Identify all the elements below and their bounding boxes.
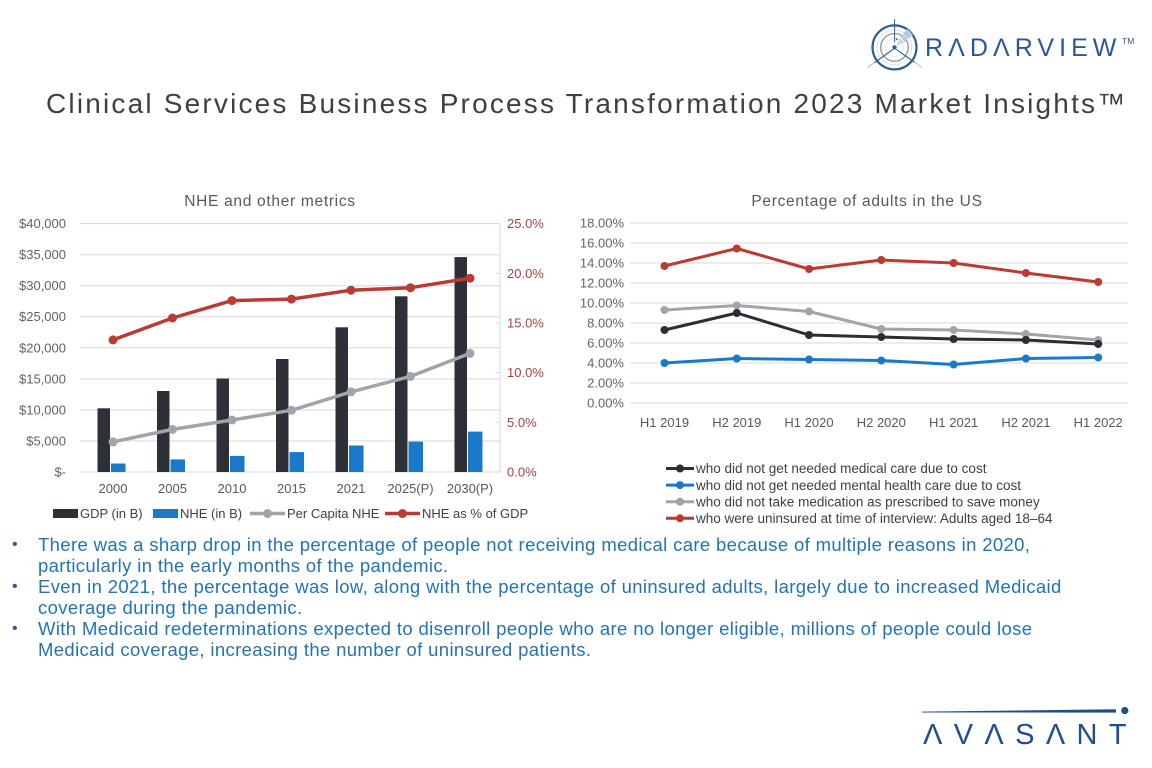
svg-text:2.00%: 2.00% <box>587 376 624 391</box>
svg-text:H1 2019: H1 2019 <box>640 415 689 430</box>
svg-text:14.00%: 14.00% <box>580 256 625 271</box>
svg-text:2015: 2015 <box>277 481 306 496</box>
svg-text:H1 2021: H1 2021 <box>929 415 978 430</box>
svg-text:18.00%: 18.00% <box>580 216 625 231</box>
svg-text:who did not take medication as: who did not take medication as prescribe… <box>695 494 1040 509</box>
svg-text:GDP (in B): GDP (in B) <box>80 506 143 521</box>
svg-text:H2 2019: H2 2019 <box>712 415 761 430</box>
svg-text:4.00%: 4.00% <box>587 356 624 371</box>
svg-text:$5,000: $5,000 <box>26 433 66 448</box>
svg-text:Per Capita NHE: Per Capita NHE <box>287 506 380 521</box>
svg-text:H1 2020: H1 2020 <box>784 415 833 430</box>
svg-text:H2 2021: H2 2021 <box>1001 415 1050 430</box>
svg-text:0.0%: 0.0% <box>507 465 537 480</box>
svg-text:H1 2022: H1 2022 <box>1074 415 1123 430</box>
svg-text:12.00%: 12.00% <box>580 276 625 291</box>
svg-text:2005: 2005 <box>158 481 187 496</box>
svg-text:10.0%: 10.0% <box>507 365 544 380</box>
svg-text:$20,000: $20,000 <box>19 340 66 355</box>
svg-text:10.00%: 10.00% <box>580 296 625 311</box>
svg-text:2025(P): 2025(P) <box>387 481 433 496</box>
svg-text:6.00%: 6.00% <box>587 336 624 351</box>
svg-text:16.00%: 16.00% <box>580 236 625 251</box>
svg-text:who were uninsured at time of: who were uninsured at time of interview:… <box>695 511 1053 526</box>
svg-text:H2 2020: H2 2020 <box>857 415 906 430</box>
svg-text:20.0%: 20.0% <box>507 266 544 281</box>
svg-text:$15,000: $15,000 <box>19 371 66 386</box>
svg-text:2030(P): 2030(P) <box>447 481 493 496</box>
svg-text:15.0%: 15.0% <box>507 316 544 331</box>
svg-text:2021: 2021 <box>337 481 366 496</box>
svg-text:$35,000: $35,000 <box>19 247 66 262</box>
svg-text:who did not get needed medical: who did not get needed medical care due … <box>695 461 987 476</box>
svg-text:$40,000: $40,000 <box>19 216 66 231</box>
svg-text:5.0%: 5.0% <box>507 415 537 430</box>
svg-text:$10,000: $10,000 <box>19 402 66 417</box>
svg-text:NHE as % of GDP: NHE as % of GDP <box>422 506 528 521</box>
svg-text:8.00%: 8.00% <box>587 316 624 331</box>
svg-text:NHE (in B): NHE (in B) <box>180 506 242 521</box>
svg-text:0.00%: 0.00% <box>587 396 624 411</box>
svg-text:2000: 2000 <box>99 481 128 496</box>
svg-text:who did not get needed mental: who did not get needed mental health car… <box>695 478 1021 493</box>
svg-text:$25,000: $25,000 <box>19 309 66 324</box>
svg-text:Percentage of adults in the US: Percentage of adults in the US <box>751 193 982 210</box>
svg-text:25.0%: 25.0% <box>507 216 544 231</box>
svg-text:2010: 2010 <box>218 481 247 496</box>
svg-text:$30,000: $30,000 <box>19 278 66 293</box>
svg-text:$-: $- <box>54 465 66 480</box>
svg-text:NHE and other metrics: NHE and other metrics <box>184 193 355 210</box>
